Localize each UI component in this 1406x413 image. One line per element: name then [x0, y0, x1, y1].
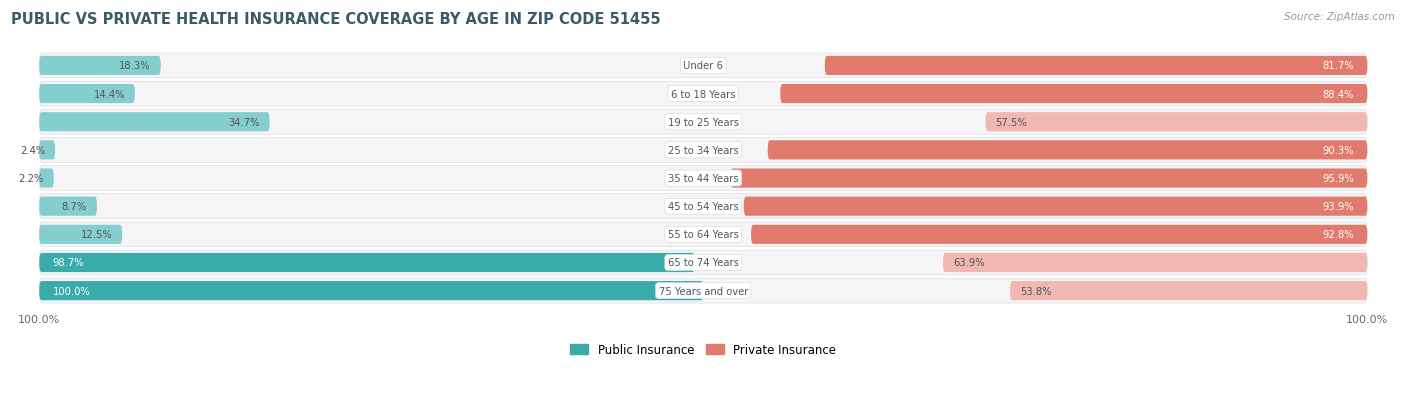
FancyBboxPatch shape — [39, 195, 1367, 219]
Text: 19 to 25 Years: 19 to 25 Years — [668, 117, 738, 128]
Text: 92.8%: 92.8% — [1323, 230, 1354, 240]
FancyBboxPatch shape — [39, 169, 53, 188]
FancyBboxPatch shape — [39, 251, 1367, 275]
Text: Under 6: Under 6 — [683, 61, 723, 71]
Text: 100.0%: 100.0% — [52, 286, 90, 296]
Legend: Public Insurance, Private Insurance: Public Insurance, Private Insurance — [565, 338, 841, 361]
Text: 2.2%: 2.2% — [18, 173, 44, 184]
FancyBboxPatch shape — [744, 197, 1367, 216]
Text: 34.7%: 34.7% — [228, 117, 260, 128]
Text: 63.9%: 63.9% — [953, 258, 984, 268]
FancyBboxPatch shape — [39, 279, 1367, 303]
Text: 45 to 54 Years: 45 to 54 Years — [668, 202, 738, 212]
Text: 57.5%: 57.5% — [995, 117, 1028, 128]
Text: 12.5%: 12.5% — [80, 230, 112, 240]
FancyBboxPatch shape — [751, 225, 1367, 244]
FancyBboxPatch shape — [39, 223, 1367, 247]
FancyBboxPatch shape — [39, 281, 703, 301]
Text: 75 Years and over: 75 Years and over — [658, 286, 748, 296]
Text: PUBLIC VS PRIVATE HEALTH INSURANCE COVERAGE BY AGE IN ZIP CODE 51455: PUBLIC VS PRIVATE HEALTH INSURANCE COVER… — [11, 12, 661, 27]
Text: 81.7%: 81.7% — [1323, 61, 1354, 71]
FancyBboxPatch shape — [39, 82, 1367, 107]
Text: 2.4%: 2.4% — [20, 145, 45, 156]
FancyBboxPatch shape — [39, 166, 1367, 191]
FancyBboxPatch shape — [780, 85, 1367, 104]
FancyBboxPatch shape — [943, 253, 1367, 273]
FancyBboxPatch shape — [768, 141, 1367, 160]
FancyBboxPatch shape — [731, 169, 1367, 188]
Text: 95.9%: 95.9% — [1322, 173, 1354, 184]
Text: 65 to 74 Years: 65 to 74 Years — [668, 258, 738, 268]
FancyBboxPatch shape — [825, 57, 1367, 76]
Text: 90.3%: 90.3% — [1323, 145, 1354, 156]
FancyBboxPatch shape — [39, 110, 1367, 135]
Text: 14.4%: 14.4% — [93, 89, 125, 100]
FancyBboxPatch shape — [39, 141, 55, 160]
FancyBboxPatch shape — [39, 57, 160, 76]
FancyBboxPatch shape — [39, 54, 1367, 78]
FancyBboxPatch shape — [1010, 281, 1367, 301]
FancyBboxPatch shape — [39, 85, 135, 104]
Text: 93.9%: 93.9% — [1323, 202, 1354, 212]
FancyBboxPatch shape — [39, 225, 122, 244]
Text: 98.7%: 98.7% — [52, 258, 84, 268]
Text: 18.3%: 18.3% — [120, 61, 150, 71]
Text: 25 to 34 Years: 25 to 34 Years — [668, 145, 738, 156]
Text: 55 to 64 Years: 55 to 64 Years — [668, 230, 738, 240]
Text: 8.7%: 8.7% — [62, 202, 87, 212]
FancyBboxPatch shape — [39, 113, 270, 132]
Text: 88.4%: 88.4% — [1323, 89, 1354, 100]
Text: 6 to 18 Years: 6 to 18 Years — [671, 89, 735, 100]
FancyBboxPatch shape — [986, 113, 1367, 132]
Text: 35 to 44 Years: 35 to 44 Years — [668, 173, 738, 184]
FancyBboxPatch shape — [39, 197, 97, 216]
Text: 53.8%: 53.8% — [1019, 286, 1052, 296]
Text: Source: ZipAtlas.com: Source: ZipAtlas.com — [1284, 12, 1395, 22]
FancyBboxPatch shape — [39, 253, 695, 273]
FancyBboxPatch shape — [39, 138, 1367, 163]
